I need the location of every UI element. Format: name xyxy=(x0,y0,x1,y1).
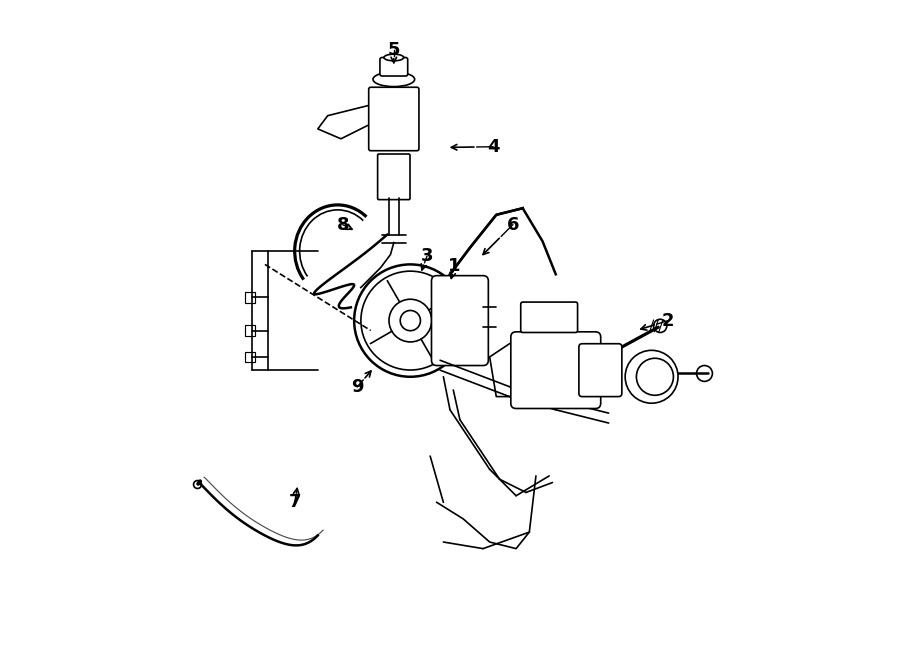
Circle shape xyxy=(626,350,678,403)
Text: 3: 3 xyxy=(420,247,433,266)
Text: 1: 1 xyxy=(448,256,461,275)
Ellipse shape xyxy=(384,54,404,61)
FancyBboxPatch shape xyxy=(380,58,408,76)
Circle shape xyxy=(194,481,202,488)
Ellipse shape xyxy=(373,72,415,87)
FancyBboxPatch shape xyxy=(579,344,622,397)
Circle shape xyxy=(653,319,667,332)
Text: 8: 8 xyxy=(337,215,349,234)
FancyBboxPatch shape xyxy=(511,332,600,408)
Text: 4: 4 xyxy=(487,137,500,156)
Circle shape xyxy=(636,358,673,395)
Text: 6: 6 xyxy=(507,215,519,234)
Text: 5: 5 xyxy=(388,40,400,59)
FancyBboxPatch shape xyxy=(521,302,578,332)
Circle shape xyxy=(697,366,713,381)
FancyBboxPatch shape xyxy=(378,154,410,200)
Circle shape xyxy=(361,271,460,370)
FancyBboxPatch shape xyxy=(245,352,255,362)
Circle shape xyxy=(400,311,420,330)
FancyBboxPatch shape xyxy=(245,292,255,303)
Text: 7: 7 xyxy=(288,493,301,512)
Circle shape xyxy=(355,264,466,377)
FancyBboxPatch shape xyxy=(245,325,255,336)
Text: 9: 9 xyxy=(351,377,364,396)
Text: 2: 2 xyxy=(662,311,674,330)
FancyBboxPatch shape xyxy=(369,87,419,151)
FancyBboxPatch shape xyxy=(431,276,489,366)
Circle shape xyxy=(389,299,432,342)
